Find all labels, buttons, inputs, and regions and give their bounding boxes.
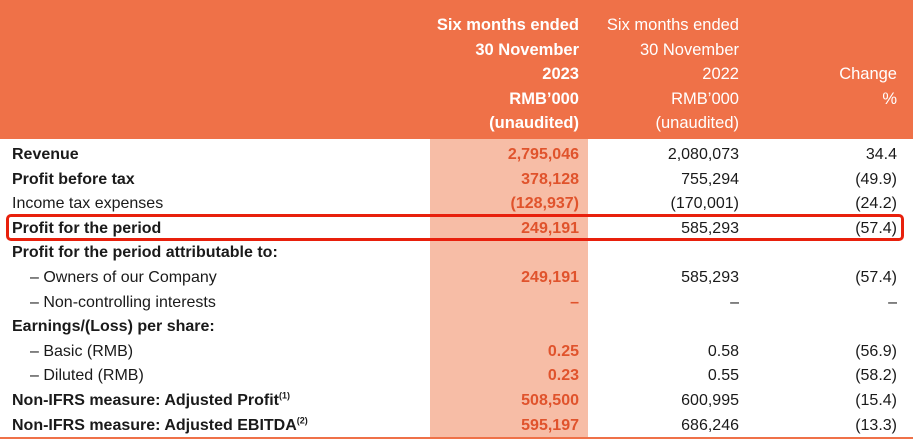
header-2023-line: RMB’000 [509, 89, 579, 108]
table-row: – Non-controlling interests – – – [0, 291, 913, 316]
value-change: 34.4 [865, 146, 897, 163]
header-change: Change % [839, 62, 897, 111]
header-2023-line: 2023 [542, 65, 579, 83]
header-2022-line: (unaudited) [655, 114, 739, 132]
value-2023: – [570, 293, 579, 311]
value-2023: 0.23 [547, 367, 579, 385]
value-change: (24.2) [855, 195, 897, 213]
table-row-highlighted: Profit for the period 249,191 585,293 (5… [0, 217, 913, 242]
value-2022: 0.58 [707, 342, 739, 360]
row-label: – Owners of our Company [30, 268, 217, 286]
row-label: – Non-controlling interests [30, 293, 216, 311]
row-label: Income tax expenses [12, 195, 164, 213]
row-label: Revenue [12, 146, 79, 163]
header-2022-line: RMB’000 [671, 89, 739, 108]
header-change-line: % [882, 89, 897, 108]
value-2022: – [730, 293, 739, 311]
table-body: Revenue 2,795,046 2,080,073 34.4 Profit … [0, 143, 913, 438]
header-2023-line: 30 November [475, 40, 579, 59]
header-2022: Six months ended 30 November 2022 RMB’00… [607, 13, 739, 136]
table-row: – Owners of our Company 249,191 585,293 … [0, 266, 913, 291]
row-label: Profit before tax [12, 170, 135, 188]
value-2023: 249,191 [521, 219, 579, 237]
table-row: Profit for the period attributable to: [0, 241, 913, 266]
value-2023: 0.25 [547, 342, 579, 360]
value-2022: 600,995 [681, 391, 739, 409]
footnote-marker: (1) [278, 390, 290, 401]
value-change: (15.4) [855, 391, 897, 409]
value-2022: 686,246 [681, 416, 739, 434]
footnote-marker: (2) [296, 415, 308, 426]
value-2023: 249,191 [521, 268, 579, 286]
value-2022: 755,294 [681, 170, 739, 188]
header-2023-line: Six months ended [436, 16, 579, 34]
value-2022: 585,293 [681, 268, 739, 286]
value-2023: 508,500 [521, 391, 579, 409]
value-2022: 585,293 [681, 219, 739, 237]
row-label: Non-IFRS measure: Adjusted EBITDA [12, 416, 297, 434]
table-row: Profit before tax 378,128 755,294 (49.9) [0, 168, 913, 193]
table-header: Six months ended 30 November 2023 RMB’00… [0, 0, 913, 139]
value-change: (58.2) [855, 367, 897, 385]
table-row: – Basic (RMB) 0.25 0.58 (56.9) [0, 340, 913, 365]
table-row: Revenue 2,795,046 2,080,073 34.4 [0, 143, 913, 168]
row-label-with-footnote: Non-IFRS measure: Adjusted EBITDA(2) [12, 414, 308, 439]
table-row: Income tax expenses (128,937) (170,001) … [0, 192, 913, 217]
value-2022: 2,080,073 [667, 146, 739, 163]
row-label: Non-IFRS measure: Adjusted Profit [12, 391, 279, 409]
header-2023: Six months ended 30 November 2023 RMB’00… [437, 13, 579, 136]
value-change: (56.9) [855, 342, 897, 360]
row-label: – Basic (RMB) [30, 342, 134, 360]
bottom-divider [0, 437, 913, 439]
highlight-column-2023 [430, 139, 588, 439]
header-2022-line: 2022 [702, 65, 739, 83]
header-2023-line: (unaudited) [489, 114, 579, 132]
table-row: Non-IFRS measure: Adjusted EBITDA(2) 595… [0, 414, 913, 439]
value-2023: 378,128 [521, 170, 579, 188]
value-change: – [888, 293, 897, 311]
header-change-line: Change [839, 65, 897, 83]
value-2023: 595,197 [521, 416, 579, 434]
header-2022-line: Six months ended [606, 16, 739, 34]
row-label: – Diluted (RMB) [30, 367, 144, 385]
value-change: (13.3) [855, 416, 897, 434]
value-2022: 0.55 [707, 367, 739, 385]
value-change: (49.9) [855, 170, 897, 188]
table-row: Earnings/(Loss) per share: [0, 315, 913, 340]
value-2022: (170,001) [670, 195, 740, 213]
value-change: (57.4) [855, 268, 897, 286]
row-label: Earnings/(Loss) per share: [12, 318, 215, 336]
value-2023: 2,795,046 [507, 146, 579, 163]
row-label: Profit for the period [12, 219, 162, 237]
value-2023: (128,937) [510, 195, 580, 213]
table-row: Non-IFRS measure: Adjusted Profit(1) 508… [0, 389, 913, 414]
highlight-annotation-box [6, 214, 904, 241]
row-label: Profit for the period attributable to: [12, 244, 278, 262]
row-label-with-footnote: Non-IFRS measure: Adjusted Profit(1) [12, 389, 290, 414]
value-change: (57.4) [855, 219, 897, 237]
table-row: – Diluted (RMB) 0.23 0.55 (58.2) [0, 364, 913, 389]
header-2022-line: 30 November [639, 40, 739, 59]
